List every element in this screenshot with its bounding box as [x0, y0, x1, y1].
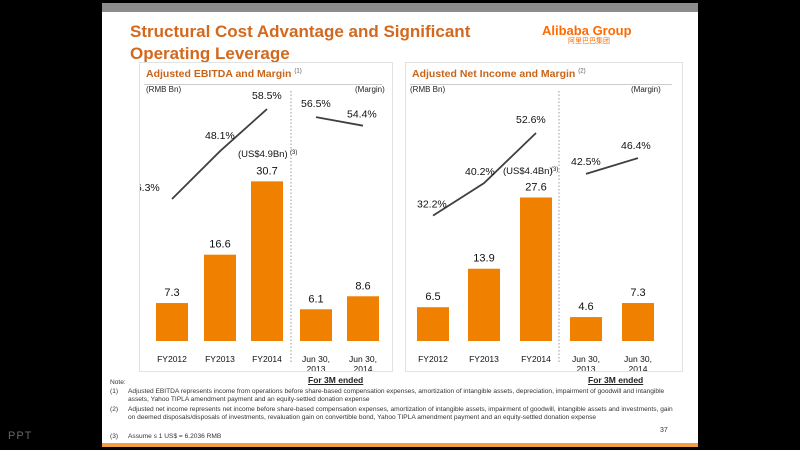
category-label: Jun 30, [349, 354, 377, 364]
bar-value-label: 8.6 [355, 280, 370, 292]
bar-value-label: 27.6 [525, 181, 546, 193]
bar-value-label: 30.7 [256, 165, 277, 177]
ebitda-chart-title: Adjusted EBITDA and Margin (1) [146, 68, 302, 80]
y-axis-unit: (RMB Bn) [410, 85, 446, 94]
top-bar [102, 3, 698, 12]
note-3: (3) Assume s 1 US$ = 6.2036 RMB [110, 433, 222, 440]
bar-2 [520, 197, 552, 341]
annotation-footnote: (3) [551, 167, 558, 173]
category-label: FY2014 [521, 354, 551, 364]
margin-label: 48.1% [205, 130, 235, 142]
margin-label: 54.4% [347, 109, 377, 121]
margin-line-quarterly [315, 116, 364, 127]
bar-value-label: 16.6 [209, 239, 230, 251]
slide-title: Structural Cost Advantage and Significan… [130, 22, 471, 63]
bar-value-label: 4.6 [578, 301, 593, 313]
note-2: (2) Adjusted net income represents net in… [110, 406, 673, 421]
margin-label: 40.2% [465, 166, 495, 178]
bar-1 [468, 268, 500, 341]
category-label: FY2013 [205, 354, 235, 364]
bottom-bar [102, 443, 698, 447]
category-label: 2013 [577, 364, 596, 371]
margin-unit: (Margin) [355, 85, 385, 94]
annotation-footnote: (3) [290, 150, 297, 156]
category-label: 2014 [629, 364, 648, 371]
bar-value-label: 7.3 [630, 287, 645, 299]
net-income-panel: Adjusted Net Income and Margin (2) (RMB … [405, 62, 683, 372]
bar-2 [251, 181, 283, 341]
margin-line-quarterly [585, 157, 639, 175]
bar-1 [204, 254, 236, 341]
margin-line-annual [171, 108, 268, 200]
alibaba-logo: Alibaba Group 阿里巴巴集团 [542, 23, 632, 45]
margin-label: 46.4% [621, 140, 651, 152]
margin-label: 58.5% [252, 90, 282, 102]
notes-label: Note: [110, 379, 126, 386]
category-label: FY2012 [418, 354, 448, 364]
category-label: Jun 30, [572, 354, 600, 364]
category-label: 2013 [307, 364, 326, 371]
margin-unit: (Margin) [631, 85, 661, 94]
bar-value-label: 13.9 [473, 253, 494, 265]
category-label: FY2014 [252, 354, 282, 364]
usd-annotation: (US$4.9Bn) [238, 149, 288, 160]
bar-value-label: 6.5 [425, 291, 440, 303]
note-1: (1) Adjusted EBITDA represents income fro… [110, 388, 665, 403]
ebitda-group-label: For 3M ended [308, 375, 364, 385]
y-axis-unit: (RMB Bn) [146, 85, 182, 94]
margin-label: 56.5% [301, 98, 331, 110]
bar-value-label: 6.1 [308, 293, 323, 305]
bar-0 [417, 307, 449, 341]
net-income-group-label: For 3M ended [588, 375, 644, 385]
category-label: 2014 [354, 364, 373, 371]
bar-value-label: 7.3 [164, 287, 179, 299]
watermark: PPT [8, 430, 33, 442]
bar-4 [347, 296, 379, 341]
bar-0 [156, 303, 188, 341]
bar-3 [300, 309, 332, 341]
margin-label: 32.2% [417, 199, 447, 211]
usd-annotation: (US$4.4Bn) [503, 166, 553, 177]
margin-line-annual [432, 132, 537, 217]
margin-label: 52.6% [516, 114, 546, 126]
category-label: Jun 30, [302, 354, 330, 364]
category-label: FY2012 [157, 354, 187, 364]
margin-label: 42.5% [571, 156, 601, 168]
category-label: FY2013 [469, 354, 499, 364]
bar-3 [570, 317, 602, 341]
category-label: Jun 30, [624, 354, 652, 364]
net-income-chart-title: Adjusted Net Income and Margin (2) [412, 68, 586, 80]
page-number: 37 [660, 427, 668, 434]
margin-label: 36.3% [140, 182, 160, 194]
bar-4 [622, 303, 654, 341]
ebitda-panel: Adjusted EBITDA and Margin (1) (RMB Bn) … [139, 62, 393, 372]
slide: Structural Cost Advantage and Significan… [102, 3, 698, 447]
